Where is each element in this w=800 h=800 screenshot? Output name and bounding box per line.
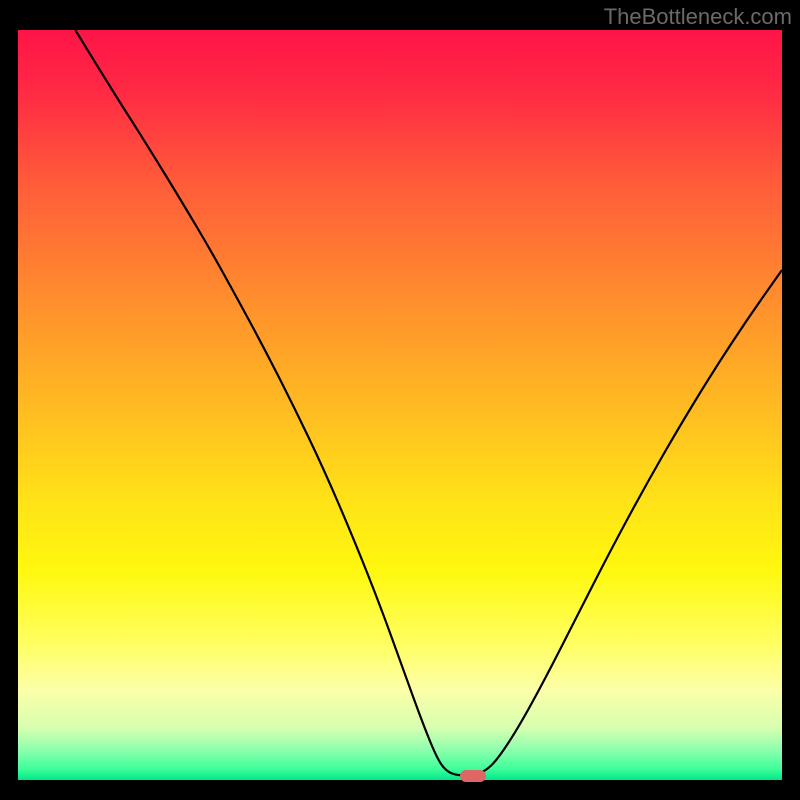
bottleneck-chart xyxy=(18,30,782,780)
bottleneck-curve xyxy=(18,30,782,780)
watermark-text: TheBottleneck.com xyxy=(604,4,792,30)
optimal-point-marker xyxy=(460,770,486,782)
